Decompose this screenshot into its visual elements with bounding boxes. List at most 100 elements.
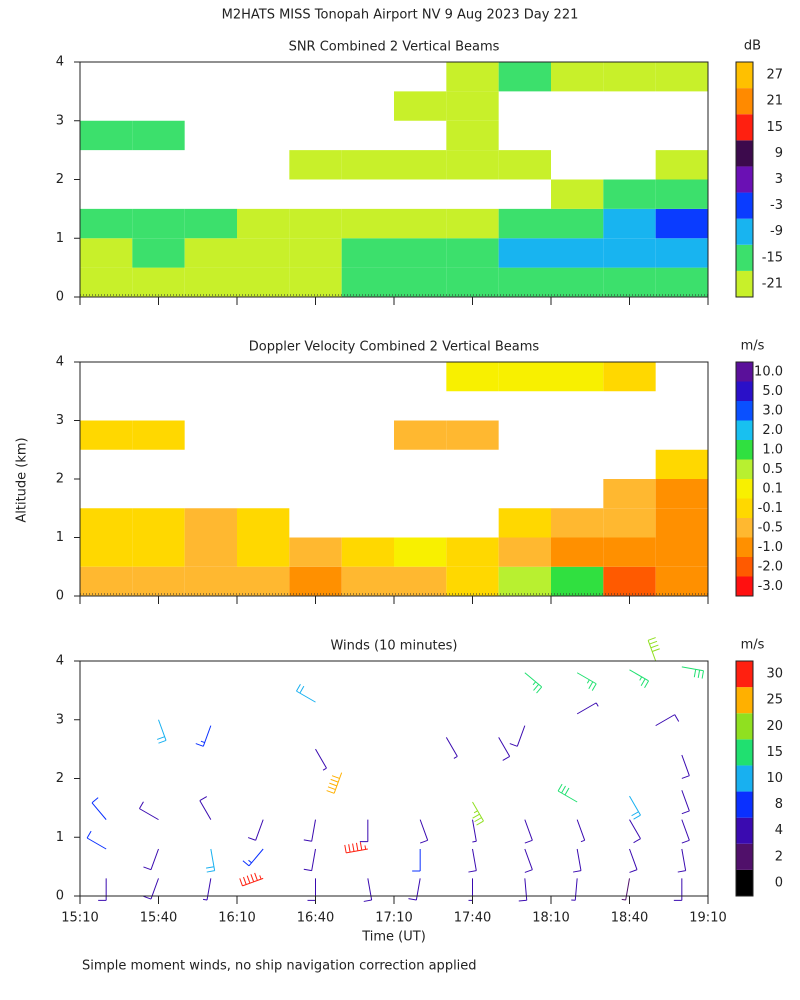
- wind-barb: [576, 672, 597, 691]
- heat-cell: [341, 566, 394, 596]
- heat-cell: [289, 537, 342, 567]
- colorbar-frame: [735, 361, 754, 597]
- heat-cell: [446, 537, 499, 567]
- wind-barb: [524, 672, 543, 694]
- heat-cell: [132, 566, 185, 596]
- heat-cell: [551, 508, 604, 538]
- wind-barb: [307, 878, 316, 901]
- heat-cell: [289, 267, 342, 297]
- colorbar-swatch: [736, 401, 753, 421]
- wind-barb: [98, 878, 107, 901]
- heat-cell: [498, 508, 551, 538]
- heat-cell: [655, 537, 708, 567]
- heat-cell: [603, 267, 656, 297]
- heat-cell: [498, 208, 551, 239]
- y-axis-label: Altitude (km): [15, 437, 30, 522]
- colorbar-swatch: [736, 362, 753, 382]
- x-tick-label: 17:10: [375, 911, 412, 926]
- wind-barb: [195, 725, 212, 747]
- heat-cell: [655, 238, 708, 268]
- heat-cell: [289, 566, 342, 596]
- colorbar-label: 0.1: [762, 481, 783, 496]
- colorbar-label: -15: [762, 250, 783, 265]
- heat-cell: [237, 566, 290, 596]
- heat-cell: [132, 420, 185, 450]
- heat-cell: [184, 537, 237, 567]
- colorbar-swatch: [736, 166, 753, 193]
- wind-barb: [202, 878, 212, 901]
- heat-cell: [289, 150, 342, 180]
- wind-barb: [91, 797, 107, 820]
- heat-cell: [551, 208, 604, 239]
- colorbar-label: 3: [775, 172, 783, 187]
- wind-barb: [156, 719, 167, 744]
- heat-cell: [394, 91, 447, 121]
- wind-barb: [576, 702, 599, 715]
- wind-barb: [524, 848, 533, 873]
- heat-cell: [341, 208, 394, 239]
- heat-cell: [551, 537, 604, 567]
- y-tick-label: 1: [56, 830, 64, 845]
- heat-cell: [655, 479, 708, 509]
- heat-cell: [551, 238, 604, 268]
- heat-cell: [603, 362, 656, 392]
- wind-barb: [303, 848, 316, 872]
- colorbar-frame: [735, 660, 754, 897]
- wind-barb: [576, 819, 586, 843]
- heat-cell: [394, 420, 447, 450]
- wind-barb: [242, 848, 264, 867]
- wind-barb: [468, 878, 473, 901]
- colorbar-swatch: [736, 440, 753, 460]
- colorbar-label: -0.5: [758, 520, 783, 535]
- colorbar-label: 20: [766, 719, 783, 734]
- heat-cell: [655, 150, 708, 180]
- x-tick-label: 18:10: [532, 911, 569, 926]
- y-tick-label: 4: [56, 355, 64, 370]
- colorbar-swatch: [736, 479, 753, 499]
- colorbar-swatch: [736, 791, 753, 818]
- x-axis-label: Time (UT): [361, 930, 426, 945]
- colorbar-label: 10: [766, 771, 783, 786]
- y-tick-label: 0: [56, 290, 64, 305]
- heat-cell: [498, 150, 551, 180]
- colorbar-swatch: [736, 661, 753, 688]
- colorbar-label: -3: [770, 198, 783, 213]
- wind-barb: [629, 669, 649, 688]
- x-tick-label: 18:40: [611, 911, 648, 926]
- colorbar-label: 5.0: [762, 384, 783, 399]
- wind-barb: [557, 783, 578, 803]
- x-tick-label: 16:40: [297, 911, 334, 926]
- colorbar-swatch: [736, 557, 753, 577]
- colorbar-unit: m/s: [741, 638, 765, 653]
- heat-cell: [498, 537, 551, 567]
- wind-barb: [655, 714, 680, 727]
- heat-cell: [184, 566, 237, 596]
- colorbar-unit: m/s: [741, 339, 765, 354]
- heat-cell: [237, 508, 290, 538]
- panel-title: SNR Combined 2 Vertical Beams: [289, 40, 500, 55]
- colorbar-label: 15: [766, 120, 783, 135]
- colorbar-swatch: [736, 537, 753, 557]
- colorbar-swatch: [736, 687, 753, 714]
- heat-cell: [394, 566, 447, 596]
- wind-barb: [681, 666, 704, 679]
- wind-barb: [518, 878, 528, 902]
- heat-cell: [394, 150, 447, 180]
- colorbar-label: -1.0: [758, 540, 783, 555]
- wind-barb: [681, 790, 690, 815]
- heat-cell: [132, 208, 185, 239]
- heat-cell: [551, 362, 604, 392]
- y-tick-label: 3: [56, 413, 64, 428]
- y-tick-label: 1: [56, 530, 64, 545]
- heat-cell: [289, 208, 342, 239]
- colorbar-label: 27: [766, 68, 783, 83]
- wind-barb: [408, 878, 421, 901]
- x-tick-label: 15:40: [140, 911, 177, 926]
- wind-barb: [363, 878, 373, 902]
- colorbar-swatch: [736, 88, 753, 115]
- heat-cell: [655, 179, 708, 209]
- colorbar-label: 25: [766, 693, 783, 708]
- heat-cell: [551, 62, 604, 92]
- colorbar-label: -3.0: [758, 579, 783, 594]
- x-tick-label: 15:10: [61, 911, 98, 926]
